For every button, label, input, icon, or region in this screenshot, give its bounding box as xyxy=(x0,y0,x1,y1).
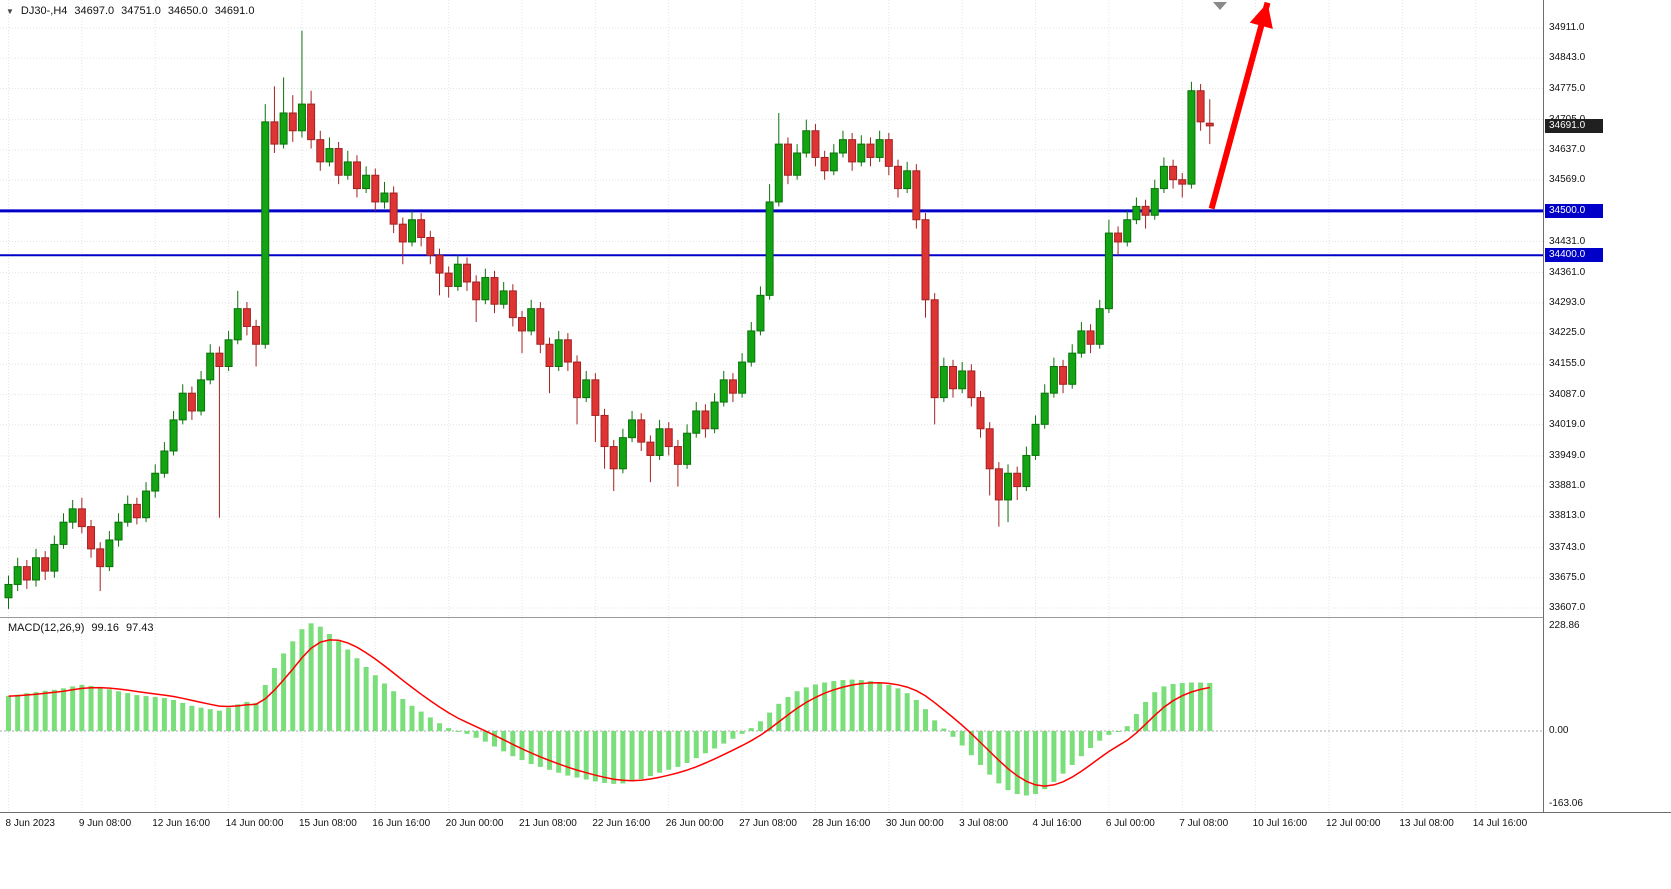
time-tick-label: 15 Jun 08:00 xyxy=(298,818,357,829)
time-tick-label: 14 Jun 00:00 xyxy=(225,818,284,829)
price-tick-label: 33607.0 xyxy=(1549,602,1586,613)
time-tick-label: 22 Jun 16:00 xyxy=(592,818,651,829)
price-tick-label: 34911.0 xyxy=(1549,22,1585,34)
macd-panel-canvas[interactable] xyxy=(0,618,1543,812)
price-tick-label: 34225.0 xyxy=(1549,327,1586,339)
time-tick-label: 12 Jul 00:00 xyxy=(1325,818,1381,829)
macd-histogram xyxy=(6,623,1213,796)
price-chart-canvas[interactable] xyxy=(0,0,1543,617)
ohlc-high-value: 34751.0 xyxy=(121,5,161,17)
time-tick-label: 12 Jun 16:00 xyxy=(152,818,211,829)
time-tick-label: 27 Jun 08:00 xyxy=(739,818,797,829)
hline-price-badge[interactable]: 34500.0 xyxy=(1545,203,1603,218)
time-tick-label: 8 Jun 2023 xyxy=(5,818,56,829)
chart-title: ▼ DJ30-,H4 34697.0 34751.0 34650.0 34691… xyxy=(6,5,254,17)
price-tick-label: 34637.0 xyxy=(1549,143,1586,155)
ohlc-close-value: 34691.0 xyxy=(214,5,255,17)
time-tick-label: 3 Jul 08:00 xyxy=(959,818,1009,829)
price-tick-label: 33949.0 xyxy=(1549,449,1586,461)
macd-main-value: 99.16 xyxy=(91,622,119,634)
time-tick-label: 6 Jul 00:00 xyxy=(1105,818,1155,829)
time-tick-label: 13 Jul 08:00 xyxy=(1399,818,1454,829)
time-tick-label: 30 Jun 00:00 xyxy=(885,818,944,829)
candles-layer xyxy=(4,30,1214,609)
chart-shift-marker-icon[interactable] xyxy=(1213,2,1227,10)
macd-tick-label: 228.86 xyxy=(1549,620,1580,631)
macd-tick-label: -163.06 xyxy=(1549,798,1583,809)
trend-arrow[interactable] xyxy=(1208,1,1273,210)
price-tick-label: 33675.0 xyxy=(1549,571,1586,583)
price-tick-label: 33881.0 xyxy=(1549,480,1586,492)
price-tick-label: 34775.0 xyxy=(1549,82,1586,94)
time-tick-label: 9 Jun 08:00 xyxy=(78,818,132,829)
panel-separator[interactable] xyxy=(0,617,1671,618)
macd-name: MACD(12,26,9) xyxy=(8,622,85,634)
time-axis[interactable]: 8 Jun 2023 9 Jun 08:00 12 Jun 16:00 14 Jun … xyxy=(0,812,1671,840)
time-tick-label: 26 Jun 00:00 xyxy=(665,818,724,829)
symbol-timeframe-label: DJ30-,H4 xyxy=(20,5,68,17)
time-tick-label: 20 Jun 00:00 xyxy=(445,818,504,829)
price-tick-label: 34019.0 xyxy=(1549,418,1586,430)
time-tick-label: 14 Jul 16:00 xyxy=(1472,818,1528,829)
price-tick-label: 33813.0 xyxy=(1549,510,1586,522)
time-tick-label: 4 Jul 16:00 xyxy=(1032,818,1082,829)
price-tick-label: 34293.0 xyxy=(1549,296,1586,308)
macd-signal-line xyxy=(8,639,1210,787)
price-axis[interactable]: 34911.034843.034775.034705.034637.034569… xyxy=(1543,0,1671,833)
gridlines xyxy=(0,0,1543,617)
time-tick-label: 28 Jun 16:00 xyxy=(812,818,871,829)
price-tick-label: 34361.0 xyxy=(1549,266,1586,278)
price-tick-label: 34569.0 xyxy=(1549,174,1586,186)
hline-price-badge[interactable]: 34400.0 xyxy=(1545,248,1603,263)
price-tick-label: 34431.0 xyxy=(1549,235,1586,247)
price-tick-label: 33743.0 xyxy=(1549,541,1586,553)
time-tick-label: 10 Jul 16:00 xyxy=(1252,818,1308,829)
time-tick-label: 16 Jun 16:00 xyxy=(372,818,431,829)
macd-indicator-label: MACD(12,26,9) 99.16 97.43 xyxy=(8,622,153,634)
macd-signal-value: 97.43 xyxy=(125,622,154,634)
price-tick-label: 34087.0 xyxy=(1549,388,1586,400)
symbol-dropdown-icon[interactable]: ▼ xyxy=(6,6,14,16)
price-tick-label: 34155.0 xyxy=(1549,358,1586,370)
ohlc-open-value: 34697.0 xyxy=(74,5,115,17)
price-tick-label: 34843.0 xyxy=(1549,52,1586,64)
time-tick-label: 21 Jun 08:00 xyxy=(519,818,577,829)
ohlc-low-value: 34650.0 xyxy=(167,5,208,17)
macd-tick-label: 0.00 xyxy=(1549,725,1569,736)
last-price-badge: 34691.0 xyxy=(1545,118,1603,133)
time-tick-label: 7 Jul 08:00 xyxy=(1179,818,1229,829)
